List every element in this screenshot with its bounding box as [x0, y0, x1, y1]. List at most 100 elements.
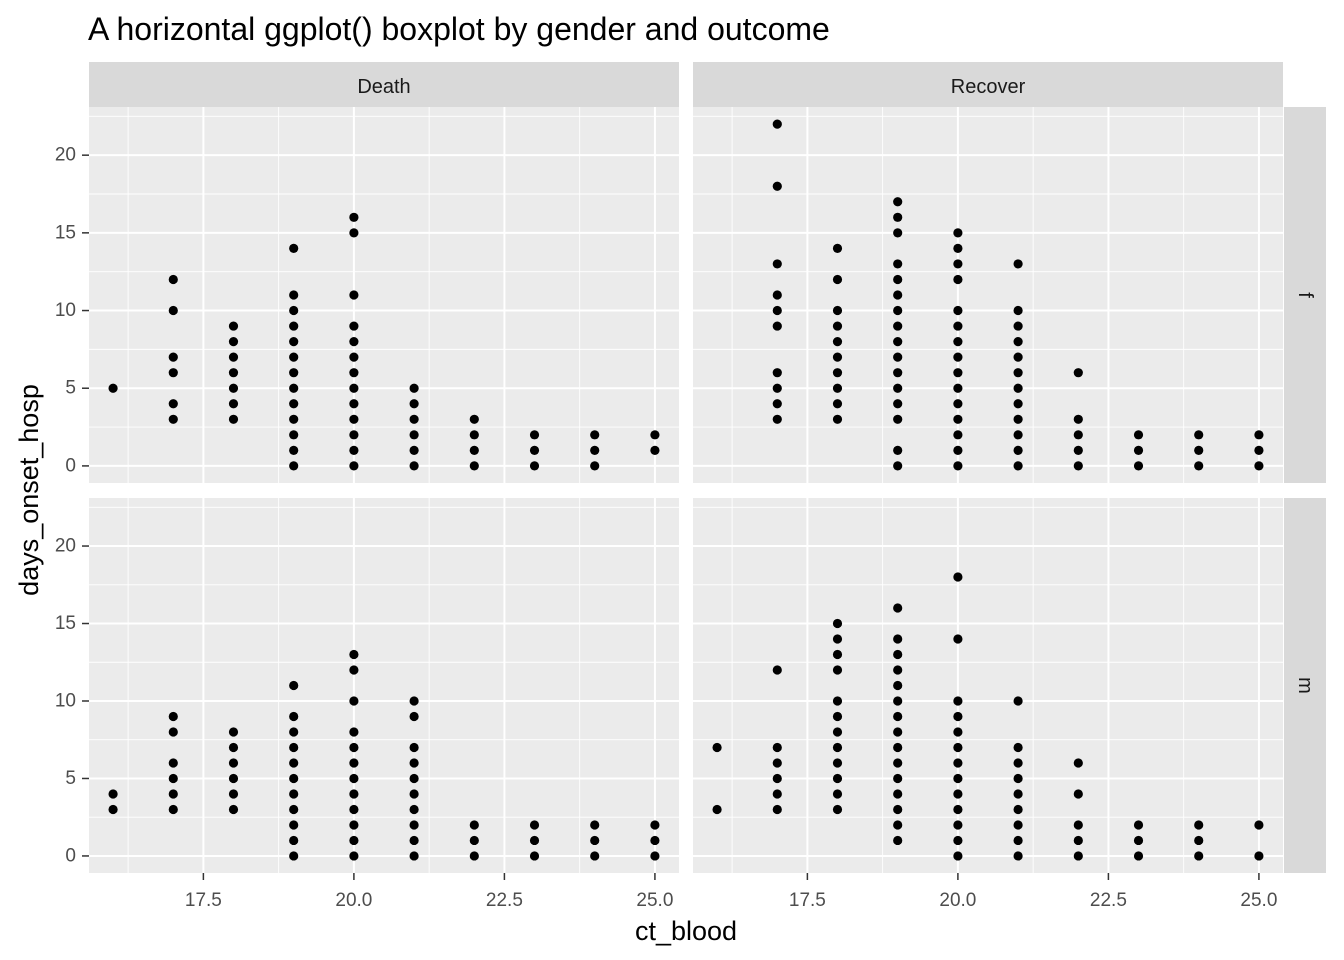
data-point	[772, 383, 782, 393]
data-point	[349, 321, 359, 331]
data-point	[469, 414, 479, 424]
data-point	[409, 711, 419, 722]
x-tick-label: 17.5	[789, 890, 826, 911]
panel-recover-m	[693, 498, 1283, 873]
data-point	[168, 305, 178, 316]
data-point	[590, 461, 600, 471]
facet-strip-label: Recover	[951, 76, 1026, 98]
data-point	[228, 742, 239, 753]
data-point	[1013, 851, 1023, 861]
data-point	[289, 758, 299, 768]
data-point	[953, 430, 963, 440]
data-point	[469, 835, 479, 846]
data-point	[832, 773, 843, 784]
data-point	[529, 835, 540, 846]
data-point	[953, 773, 963, 784]
y-tick-label: 20	[55, 145, 76, 166]
data-point	[168, 352, 178, 362]
data-point	[289, 305, 299, 316]
data-point	[469, 430, 479, 440]
y-tick-label: 15	[55, 222, 76, 243]
data-point	[1133, 835, 1144, 846]
data-point	[832, 789, 843, 799]
data-point	[409, 445, 419, 455]
data-point	[1194, 445, 1204, 455]
data-point	[409, 851, 419, 861]
data-point	[1013, 758, 1023, 768]
data-point	[893, 461, 903, 471]
data-point	[1254, 820, 1264, 830]
data-point	[228, 321, 239, 331]
data-point	[349, 696, 359, 706]
data-point	[1133, 430, 1144, 440]
data-point	[650, 820, 660, 830]
data-point	[1073, 445, 1083, 455]
data-point	[349, 461, 359, 471]
data-point	[650, 835, 660, 846]
data-point	[832, 727, 843, 737]
data-point	[893, 228, 903, 238]
data-point	[409, 414, 419, 424]
x-tick-label: 22.5	[486, 890, 523, 911]
data-point	[772, 259, 782, 269]
data-point	[953, 321, 963, 331]
data-point	[953, 414, 963, 424]
data-point	[289, 835, 299, 846]
data-point	[953, 727, 963, 737]
data-point	[349, 337, 359, 347]
data-point	[409, 461, 419, 471]
data-point	[893, 445, 903, 455]
data-point	[289, 711, 299, 722]
data-point	[893, 680, 903, 691]
data-point	[893, 290, 903, 300]
data-point	[893, 773, 903, 784]
data-point	[832, 758, 843, 768]
data-point	[289, 820, 299, 830]
data-point	[1073, 368, 1083, 378]
data-point	[1194, 835, 1204, 846]
data-point	[349, 368, 359, 378]
facet-strip-label: Death	[357, 76, 410, 98]
data-point	[1013, 383, 1023, 393]
facet-strip-label: f	[1294, 292, 1316, 298]
data-point	[772, 305, 782, 316]
data-point	[349, 804, 359, 815]
data-point	[349, 727, 359, 737]
data-point	[590, 851, 600, 861]
data-point	[832, 383, 843, 393]
data-point	[168, 758, 178, 768]
data-point	[228, 399, 239, 409]
data-point	[409, 758, 419, 768]
data-point	[349, 835, 359, 846]
data-point	[1013, 430, 1023, 440]
data-point	[349, 773, 359, 784]
facet-strip-recover	[693, 62, 1283, 107]
data-point	[772, 665, 782, 675]
data-point	[1254, 430, 1264, 440]
data-point	[1013, 352, 1023, 362]
data-point	[832, 742, 843, 753]
data-point	[108, 789, 118, 799]
x-tick-label: 20.0	[939, 890, 976, 911]
facet-panels: Death Recover f m 0 5 10 15 20 0 5 10 15 20 17.5 20.0 22…	[55, 62, 1326, 911]
data-point	[289, 383, 299, 393]
data-point	[893, 399, 903, 409]
data-point	[289, 727, 299, 737]
chart-title: A horizontal ggplot() boxplot by gender …	[88, 11, 830, 47]
data-point	[772, 773, 782, 784]
data-point	[953, 820, 963, 830]
data-point	[529, 820, 540, 830]
data-point	[712, 804, 722, 815]
data-point	[953, 445, 963, 455]
data-point	[893, 337, 903, 347]
data-point	[1013, 368, 1023, 378]
data-point	[289, 680, 299, 691]
data-point	[832, 649, 843, 660]
data-point	[953, 711, 963, 722]
y-tick-label: 10	[55, 300, 76, 321]
data-point	[168, 711, 178, 722]
data-point	[953, 337, 963, 347]
data-point	[893, 820, 903, 830]
x-tick-label: 17.5	[185, 890, 222, 911]
facet-strip-f	[1284, 107, 1326, 483]
